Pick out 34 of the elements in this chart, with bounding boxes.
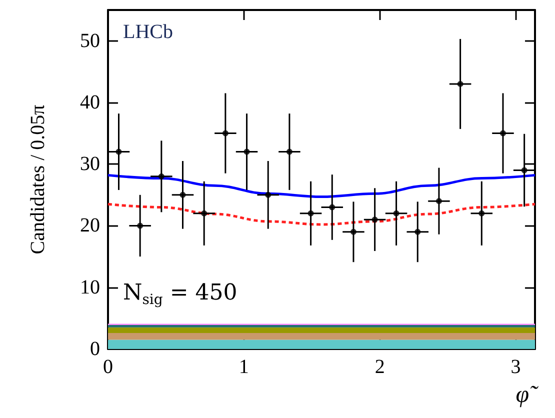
point [116, 148, 122, 155]
point [286, 148, 292, 155]
point [308, 210, 314, 216]
point [436, 198, 442, 204]
line-series [106, 202, 536, 226]
point [350, 228, 356, 235]
y-tick-label: 10 [80, 276, 100, 298]
y-tick-label: 40 [80, 91, 100, 114]
point [329, 204, 336, 210]
point [180, 192, 186, 198]
point [201, 210, 208, 216]
line-series [106, 174, 536, 198]
point [393, 210, 400, 216]
y-tick-label: 0 [90, 338, 100, 360]
point [478, 210, 485, 216]
x-tick-label: 2 [374, 356, 385, 378]
point [457, 80, 464, 87]
point [244, 148, 250, 155]
x-axis-title: φ̃ [516, 382, 539, 408]
y-tick-label: 20 [80, 214, 100, 237]
x-tick-label: 1 [238, 356, 249, 378]
x-tick-label: 3 [510, 356, 521, 378]
annotation: LHCb [123, 21, 173, 43]
point [222, 130, 228, 136]
point [414, 228, 421, 235]
point [265, 192, 272, 198]
point [158, 173, 164, 180]
y-tick-label: 30 [80, 153, 100, 176]
point [137, 222, 144, 229]
y-tick-label: 50 [80, 30, 100, 52]
y-axis-title: Candidates / 0.05π [27, 104, 49, 254]
point [521, 167, 528, 174]
point [372, 216, 378, 223]
point [500, 130, 506, 136]
